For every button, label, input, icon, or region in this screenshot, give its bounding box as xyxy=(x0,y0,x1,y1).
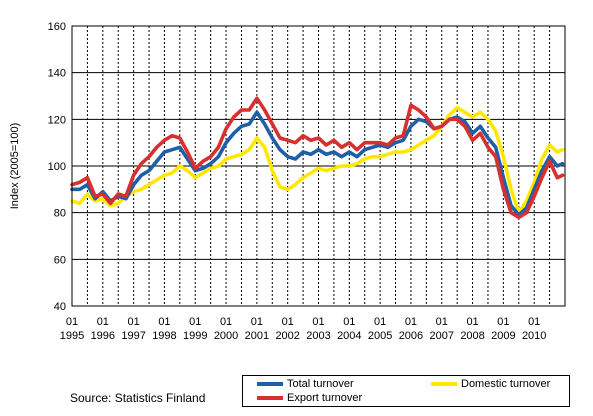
source-note: Source: Statistics Finland xyxy=(70,391,206,405)
x-tick-month-label: 01 xyxy=(220,316,232,328)
x-tick-year-label: 1995 xyxy=(60,330,84,342)
x-tick-year-label: 2003 xyxy=(306,330,330,342)
plot-frame xyxy=(71,25,566,307)
x-tick-month-label: 01 xyxy=(466,316,478,328)
y-tick-label: 160 xyxy=(48,21,66,33)
legend-swatch-export xyxy=(257,396,283,400)
legend-item-total: Total turnover xyxy=(257,378,354,390)
x-tick-year-label: 1996 xyxy=(91,330,115,342)
x-tick-month-label: 01 xyxy=(405,316,417,328)
x-tick-year-label: 2006 xyxy=(399,330,423,342)
x-tick-month-label: 01 xyxy=(97,316,109,328)
x-tick-year-label: 2009 xyxy=(491,330,515,342)
legend-label-export: Export turnover xyxy=(287,392,363,404)
x-tick-month-label: 01 xyxy=(374,316,386,328)
x-tick-year-label: 2004 xyxy=(337,330,361,342)
x-tick-year-label: 2001 xyxy=(245,330,269,342)
x-tick-month-label: 01 xyxy=(528,316,540,328)
legend-swatch-domestic xyxy=(431,382,457,386)
x-tick-year-label: 2002 xyxy=(275,330,299,342)
series-line-export-turnover xyxy=(70,96,565,220)
x-tick-month-label: 01 xyxy=(128,316,140,328)
x-axis: 01 1995 01 1996 01 1997 01 1998 01 1999 01 2000 01 20… xyxy=(60,316,547,342)
x-tick-year-label: 2005 xyxy=(368,330,392,342)
x-tick-year-label: 1997 xyxy=(121,330,145,342)
y-tick-label: 120 xyxy=(48,114,66,126)
x-tick-month-label: 01 xyxy=(436,316,448,328)
legend-item-domestic: Domestic turnover xyxy=(431,378,550,390)
x-tick-month-label: 01 xyxy=(343,316,355,328)
y-tick-label: 140 xyxy=(48,68,66,80)
legend-label-domestic: Domestic turnover xyxy=(461,378,551,390)
legend-item-export: Export turnover xyxy=(257,392,362,404)
legend-label-total: Total turnover xyxy=(287,378,354,390)
x-tick-year-label: 1998 xyxy=(152,330,176,342)
x-tick-month-label: 01 xyxy=(251,316,263,328)
x-tick-month-label: 01 xyxy=(66,316,78,328)
x-tick-year-label: 2008 xyxy=(460,330,484,342)
grid xyxy=(72,25,565,307)
series-line-total-turnover xyxy=(70,110,565,217)
y-axis: 40 60 80 100 120 140 160 xyxy=(48,21,66,313)
y-axis-title: Index (2005=100) xyxy=(9,123,21,210)
series-line-domestic-turnover xyxy=(70,105,565,215)
legend: Total turnover Domestic turnover Export … xyxy=(242,375,570,407)
x-tick-month-label: 01 xyxy=(189,316,201,328)
x-tick-month-label: 01 xyxy=(312,316,324,328)
x-tick-month-label: 01 xyxy=(497,316,509,328)
x-tick-year-label: 1999 xyxy=(183,330,207,342)
x-tick-year-label: 2000 xyxy=(214,330,238,342)
series-lines xyxy=(70,96,565,220)
legend-swatch-total xyxy=(257,382,283,386)
y-tick-label: 100 xyxy=(48,161,66,173)
x-tick-year-label: 2010 xyxy=(522,330,546,342)
y-tick-label: 40 xyxy=(54,301,66,313)
x-tick-year-label: 2007 xyxy=(430,330,454,342)
y-tick-label: 80 xyxy=(54,208,66,220)
y-tick-label: 60 xyxy=(54,254,66,266)
x-tick-month-label: 01 xyxy=(158,316,170,328)
x-tick-month-label: 01 xyxy=(282,316,294,328)
